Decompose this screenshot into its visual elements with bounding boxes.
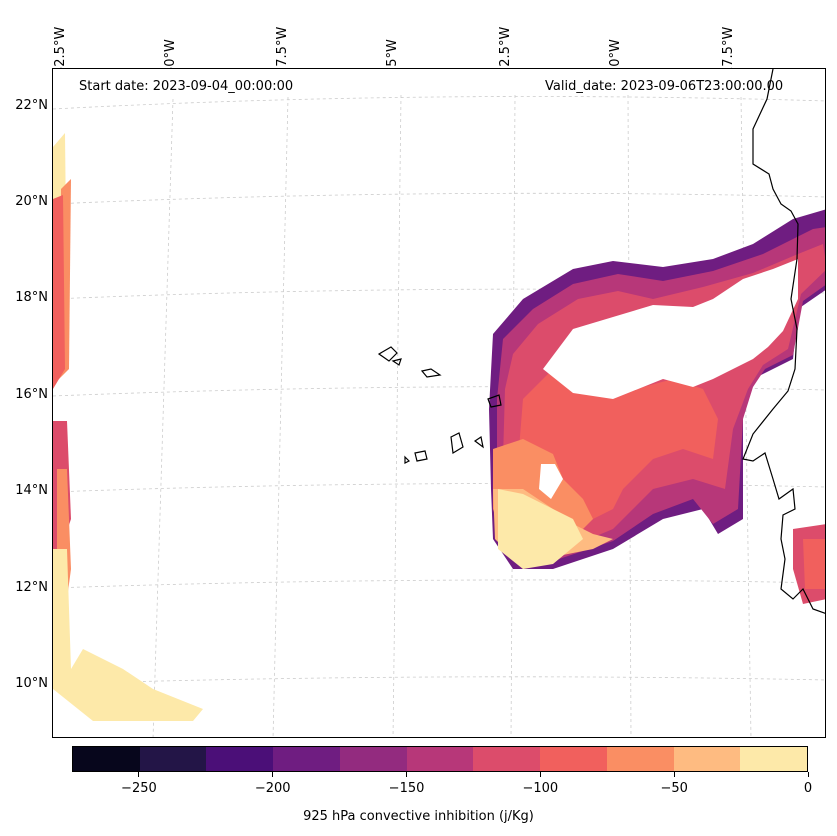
colorbar-tick-label: −150	[388, 781, 425, 796]
grid-lon-20w	[627, 94, 632, 737]
colorbar-segment	[740, 747, 808, 771]
lat-label-12n: 12°N	[15, 580, 48, 595]
colorbar-tick-label: −50	[660, 781, 688, 796]
grid-lat-20n	[53, 192, 825, 205]
africa-coast	[742, 69, 825, 614]
colorbar-tick-label: −100	[522, 781, 559, 796]
island-cape-verde-3	[420, 368, 442, 378]
colorbar-segment	[606, 747, 674, 771]
map-panel[interactable]	[52, 68, 826, 738]
colorbar-tick-label: 0	[803, 781, 813, 796]
lat-label-22n: 22°N	[15, 98, 48, 113]
island-cape-verde-6	[414, 450, 428, 462]
valid-date-label: Valid_date: 2023-09-06T23:00:00.00	[545, 79, 784, 94]
coastlines	[377, 69, 825, 614]
colorbar-segment	[406, 747, 474, 771]
grid-lat-12n	[53, 579, 825, 589]
cin-coast-strip-inner	[803, 539, 825, 589]
lat-label-16n: 16°N	[15, 387, 48, 402]
colorbar-tick	[272, 772, 274, 777]
cin-east-ring-yellow	[498, 489, 583, 569]
grid-lat-22n	[53, 96, 825, 110]
island-cape-verde-5	[450, 432, 464, 454]
colorbar-tick	[673, 772, 675, 777]
island-cape-verde-8	[404, 455, 411, 464]
map-canvas	[53, 69, 825, 737]
grid-lon-27-5w	[272, 96, 289, 737]
cin-west-lower-yellow	[53, 549, 203, 721]
lat-label-18n: 18°N	[15, 290, 48, 305]
cin-field-west	[53, 133, 203, 721]
colorbar-tick	[406, 772, 408, 777]
lat-label-20n: 20°N	[15, 194, 48, 209]
cin-field-east	[489, 209, 825, 604]
colorbar-tick	[138, 772, 140, 777]
island-cape-verde-4	[487, 394, 502, 408]
grid-lon-25w	[392, 94, 402, 737]
island-cape-verde-1	[377, 346, 398, 362]
colorbar	[72, 746, 808, 772]
cin-gap-north	[543, 259, 798, 399]
grid-lon-22-5w	[510, 94, 516, 737]
colorbar-tick-label: −200	[254, 781, 291, 796]
colorbar-tick	[807, 772, 809, 777]
colorbar-segment	[473, 747, 541, 771]
colorbar-label: 925 hPa convective inhibition (j/Kg)	[303, 809, 534, 824]
colorbar-segment	[139, 747, 207, 771]
colorbar-tick-label: −250	[121, 781, 157, 796]
lat-label-14n: 14°N	[15, 483, 48, 498]
cin-west-upper-red	[53, 195, 65, 389]
grid-lat-10n	[53, 676, 825, 685]
colorbar-tick	[539, 772, 541, 777]
colorbar-segment	[673, 747, 741, 771]
island-cape-verde-2	[391, 358, 402, 366]
grid-lon-30w	[152, 98, 174, 737]
colorbar-segment	[339, 747, 407, 771]
colorbar-segment	[273, 747, 340, 771]
grid-lon-17-5w	[740, 96, 752, 737]
island-cape-verde-7	[473, 436, 484, 449]
lat-label-10n: 10°N	[15, 676, 48, 691]
colorbar-segment	[540, 747, 607, 771]
colorbar-segment	[73, 747, 140, 771]
start-date-label: Start date: 2023-09-04_00:00:00	[79, 79, 294, 94]
cin-gap-inner	[539, 464, 563, 499]
colorbar-segment	[206, 747, 274, 771]
